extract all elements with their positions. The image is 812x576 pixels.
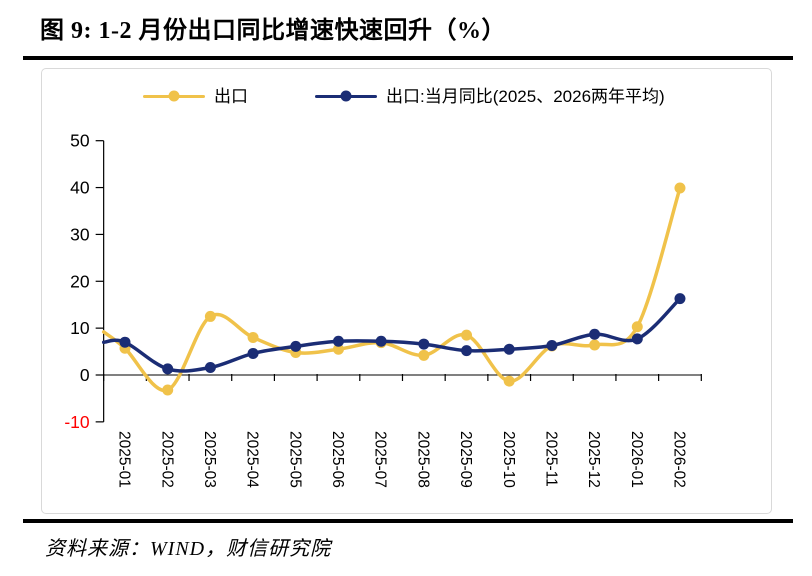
series-export-line bbox=[101, 186, 682, 393]
x-tick-label: 2025-06 bbox=[329, 431, 346, 488]
series-two-year-average-marker bbox=[332, 335, 344, 347]
series-export-marker bbox=[247, 332, 259, 344]
series-two-year-average-marker bbox=[162, 363, 174, 375]
x-tick-label: 2026-01 bbox=[628, 431, 645, 488]
legend-item-export: 出口 bbox=[143, 87, 248, 105]
series-two-year-average-marker bbox=[631, 333, 643, 345]
series-two-year-average-marker bbox=[375, 335, 387, 347]
source-note: 资料来源：WIND，财信研究院 bbox=[45, 538, 332, 560]
series-two-year-average-marker bbox=[247, 347, 259, 359]
series-export-marker bbox=[589, 339, 601, 351]
y-tick-label: 0 bbox=[80, 365, 90, 385]
figure-title: 图 9: 1-2 月份出口同比增速快速回升（%） bbox=[40, 18, 506, 44]
x-tick-label: 2025-08 bbox=[414, 431, 431, 488]
series-two-year-average-marker bbox=[546, 339, 558, 351]
series-two-year-average-marker bbox=[674, 293, 686, 305]
y-tick-label: 20 bbox=[70, 271, 90, 291]
x-tick-label: 2025-05 bbox=[286, 431, 303, 488]
y-tick-label: 40 bbox=[70, 178, 90, 198]
x-tick-label: 2025-04 bbox=[244, 431, 261, 488]
series-two-year-average-marker bbox=[503, 343, 515, 355]
x-tick-label: 2025-09 bbox=[457, 431, 474, 488]
series-two-year-average-marker bbox=[461, 345, 473, 357]
x-tick-label: 2025-03 bbox=[201, 431, 218, 488]
series-export-marker bbox=[674, 182, 686, 194]
y-tick-label: 10 bbox=[70, 318, 90, 338]
series-export-marker bbox=[162, 384, 174, 396]
legend-export-label: 出口 bbox=[214, 86, 248, 106]
chart-bottom-rule bbox=[23, 519, 793, 523]
series-two-year-average-marker bbox=[119, 336, 131, 348]
x-tick-label: 2025-07 bbox=[372, 431, 389, 488]
series-two-year-average-marker bbox=[589, 328, 601, 340]
legend-item-two-year-average: 出口:当月同比(2025、2026两年平均) bbox=[315, 87, 665, 105]
legend-average-label: 出口:当月同比(2025、2026两年平均) bbox=[386, 86, 665, 106]
x-tick-label: 2025-10 bbox=[500, 431, 517, 488]
series-export-marker bbox=[204, 310, 216, 322]
y-axis-tick-labels: 50 40 30 20 10 0 -10 bbox=[64, 131, 90, 432]
series-export-marker bbox=[631, 321, 643, 333]
y-tick-label: 30 bbox=[70, 224, 90, 244]
series-export bbox=[101, 182, 686, 396]
y-tick-label: 50 bbox=[70, 131, 90, 151]
series-two-year-average-marker bbox=[418, 338, 430, 350]
legend-average-line-marker-icon bbox=[315, 89, 377, 103]
title-divider-rule bbox=[23, 56, 793, 60]
x-tick-label: 2025-11 bbox=[542, 431, 559, 487]
series-two-year-average-marker bbox=[204, 362, 216, 374]
series-two-year-average-marker bbox=[290, 340, 302, 352]
axes bbox=[95, 140, 702, 423]
series-export-marker bbox=[332, 343, 344, 355]
x-axis-category-labels: 2025-01 2025-02 2025-03 2025-04 2025-05 2025-… bbox=[116, 431, 688, 488]
legend-export-line-marker-icon bbox=[143, 89, 205, 103]
x-tick-label: 2025-12 bbox=[585, 431, 602, 488]
x-tick-label: 2025-02 bbox=[158, 431, 175, 488]
y-tick-label: -10 bbox=[64, 412, 90, 432]
series-export-marker bbox=[503, 375, 515, 387]
x-tick-label: 2026-02 bbox=[671, 431, 688, 488]
x-tick-label: 2025-01 bbox=[116, 431, 133, 488]
series-export-marker bbox=[418, 349, 430, 361]
series-export-marker bbox=[461, 329, 473, 341]
series-two-year-average bbox=[101, 293, 686, 375]
